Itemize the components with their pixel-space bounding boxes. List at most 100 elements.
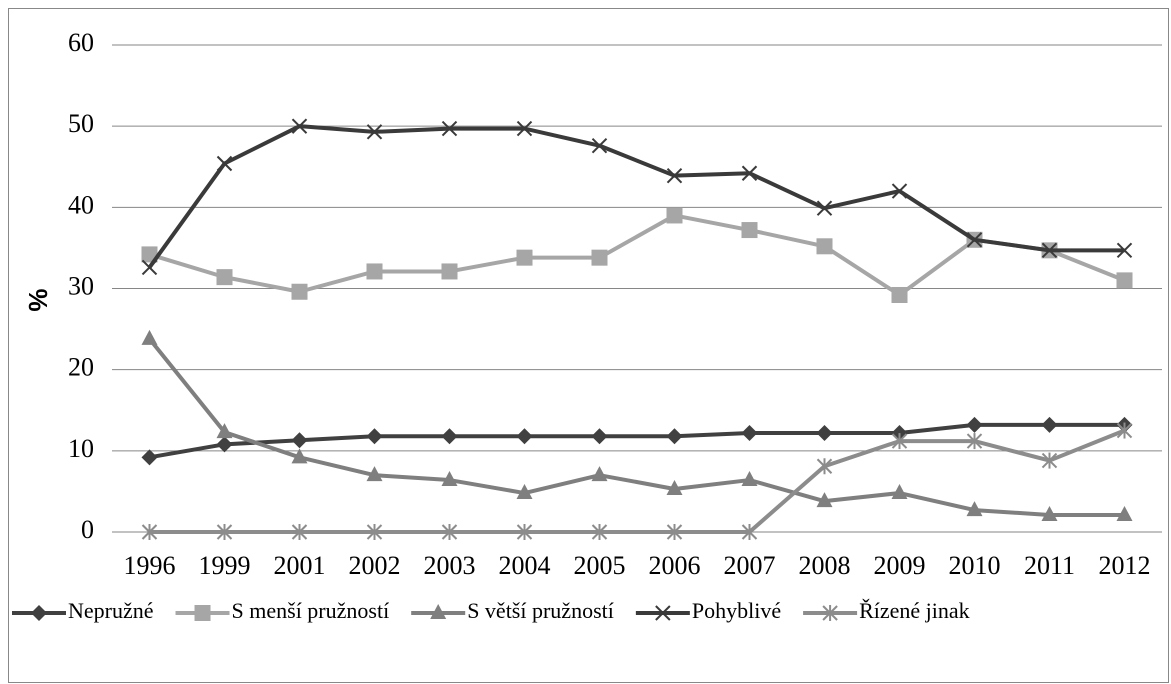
x-tick-label: 2004 [499, 551, 551, 580]
x-tick-label: 1999 [199, 551, 251, 580]
point [216, 155, 233, 172]
point [366, 124, 383, 140]
point [366, 466, 383, 482]
point [816, 200, 833, 216]
point [1041, 452, 1058, 469]
legend-label: S větší pružností [467, 598, 614, 623]
x-tick-label: 2009 [874, 551, 926, 580]
legend-item: Pohyblivé [635, 598, 781, 623]
point [141, 524, 158, 540]
point [366, 524, 383, 540]
point [966, 232, 983, 248]
point [891, 286, 908, 303]
point [1041, 505, 1058, 521]
point [216, 436, 233, 453]
point [1116, 505, 1133, 521]
legend-item: Nepružné [12, 598, 154, 623]
x-tick-label: 2007 [724, 551, 776, 580]
point [441, 524, 458, 540]
point [516, 249, 533, 266]
point [441, 120, 458, 137]
series-line [149, 428, 1126, 534]
point [591, 524, 608, 540]
point [666, 428, 683, 445]
series-line [147, 124, 1125, 269]
point [966, 416, 983, 433]
y-tick-label: 30 [68, 271, 94, 300]
point [1041, 416, 1058, 433]
x-tick-label: 2008 [799, 551, 851, 580]
point [591, 249, 608, 266]
x-tick-label: 2002 [349, 551, 401, 580]
point [966, 501, 983, 517]
point [891, 484, 908, 500]
point [1116, 272, 1133, 289]
y-tick-label: 40 [68, 190, 94, 219]
series-line [149, 422, 1125, 460]
y-tick-label: 50 [68, 109, 94, 138]
legend-label: Nepružné [68, 598, 154, 623]
point [741, 524, 758, 540]
point [816, 238, 833, 255]
point [216, 524, 233, 540]
x-tick-label: 2011 [1024, 551, 1075, 580]
point [891, 183, 908, 199]
legend-marker [655, 605, 671, 621]
point [816, 492, 833, 508]
legend-marker [430, 604, 447, 619]
point [291, 283, 308, 300]
x-tick-label: 2010 [949, 551, 1001, 580]
point [816, 458, 833, 475]
y-tick-label: 60 [68, 28, 94, 57]
point [516, 484, 533, 500]
point [366, 263, 383, 280]
point [516, 120, 533, 137]
legend-item: S větší pružností [411, 598, 614, 623]
x-tick-label: 1996 [124, 551, 176, 580]
y-tick-label: 0 [81, 515, 94, 544]
point [591, 137, 608, 154]
legend-marker [194, 605, 211, 621]
point [291, 432, 308, 449]
point [216, 269, 233, 286]
y-tick-label: 10 [68, 434, 94, 463]
x-tick-label: 2006 [649, 551, 701, 580]
point [216, 423, 233, 439]
legend-label: Pohyblivé [692, 598, 781, 623]
point [141, 259, 158, 276]
chart-border [8, 8, 1169, 683]
point [741, 222, 758, 239]
y-tick-label: 20 [68, 353, 94, 382]
point [441, 263, 458, 280]
point [291, 118, 308, 134]
point [366, 428, 383, 445]
point [441, 471, 458, 487]
legend-item: Řízené jinak [803, 598, 970, 623]
legend-item: S menší pružností [175, 598, 390, 623]
legend-marker [31, 605, 47, 621]
point [666, 524, 683, 540]
x-tick-label: 2001 [274, 551, 326, 580]
point [666, 479, 683, 495]
point [666, 207, 683, 224]
point [141, 329, 158, 345]
point [291, 448, 308, 464]
point [516, 524, 533, 540]
point [591, 466, 608, 482]
legend-label: Řízené jinak [859, 598, 970, 623]
point [741, 471, 758, 487]
point [741, 165, 758, 181]
point [441, 428, 458, 445]
point [966, 433, 983, 450]
point [141, 246, 158, 263]
legend-label: S menší pružností [232, 598, 390, 623]
x-tick-label: 2005 [574, 551, 626, 580]
point [741, 424, 758, 441]
y-axis-label: % [23, 288, 53, 311]
series-line [148, 213, 1126, 297]
point [141, 449, 158, 466]
point [291, 524, 308, 540]
point [591, 428, 608, 445]
point [1116, 422, 1133, 439]
